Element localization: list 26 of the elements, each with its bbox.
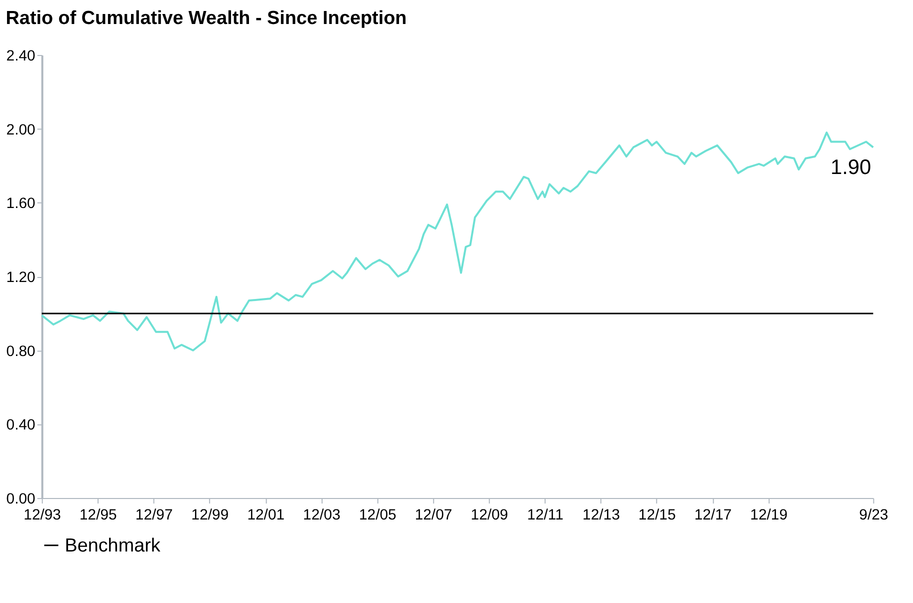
x-tick-label: 12/93 <box>24 506 61 524</box>
y-tick-label: 0.00 <box>6 490 36 508</box>
x-tick-label: 12/17 <box>694 506 732 524</box>
x-tick-label: 12/09 <box>470 506 508 524</box>
x-tick-label: 12/05 <box>358 506 396 524</box>
annotation: 1.90 <box>830 156 872 180</box>
x-tick-label: 12/19 <box>750 506 788 524</box>
x-tick-label: 9/23 <box>859 506 888 524</box>
x-tick-label: 12/15 <box>638 506 676 524</box>
x-tick-label: 12/13 <box>582 506 620 524</box>
x-tick-label: 12/97 <box>135 506 173 524</box>
y-tick-label: 0.40 <box>6 416 36 434</box>
y-tick-label: 1.20 <box>6 268 36 286</box>
x-tick-label: 12/03 <box>303 506 340 524</box>
chart-title: Ratio of Cumulative Wealth - Since Inception <box>6 8 407 30</box>
y-tick-label: 0.80 <box>6 342 36 360</box>
legend-label: Benchmark <box>64 535 161 556</box>
y-tick-label: 1.60 <box>6 195 36 212</box>
x-tick-label: 12/01 <box>247 506 285 524</box>
x-tick-label: 12/99 <box>191 506 229 524</box>
line-series <box>40 132 874 352</box>
x-tick-label: 12/07 <box>414 506 452 524</box>
y-tick-label: 2.40 <box>6 47 36 64</box>
x-tick-label: 12/95 <box>79 506 117 524</box>
x-tick-label: 12/11 <box>527 506 564 524</box>
y-tick-label: 2.00 <box>6 121 36 138</box>
